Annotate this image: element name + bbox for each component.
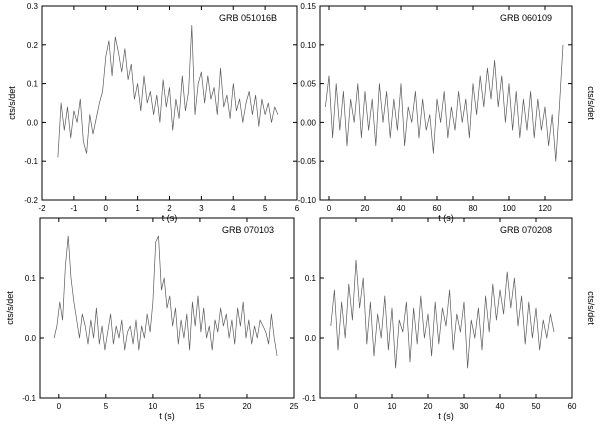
y-tick-label: -0.1 [22, 394, 36, 403]
chart-panel-2: 0 20 40 60 80 100 120 -0.10 -0.05 0.00 0.05 0.10 0.1… [298, 2, 596, 223]
light-curve-line [57, 25, 279, 158]
x-tick-label: 30 [460, 402, 469, 411]
x-tick-label: 80 [469, 204, 478, 213]
x-tick-label: 0 [57, 402, 62, 411]
y-tick-label: 0.0 [305, 334, 317, 343]
x-tick-label: 120 [538, 204, 552, 213]
x-tick-label: 10 [388, 402, 397, 411]
x-tick-label: -1 [70, 204, 78, 213]
y-axis-label: cts/s/det [586, 86, 596, 120]
y-tick-label: 0.0 [25, 334, 37, 343]
chart-panel-4: 0 10 20 30 40 50 60 -0.1 0.0 0.1 GRB 070208 t (s) ct… [302, 217, 596, 421]
y-tick-label: 0.05 [300, 80, 316, 89]
x-tick-label: 15 [195, 402, 204, 411]
x-tick-label: 60 [568, 402, 577, 411]
y-tick-label: -0.1 [302, 394, 316, 403]
light-curve-line [53, 235, 278, 357]
y-tick-label: -0.1 [24, 157, 38, 166]
y-tick-label: 0.10 [300, 41, 316, 50]
x-tick-label: -2 [38, 204, 46, 213]
panel-title: GRB 070208 [500, 225, 552, 235]
y-tick-label: 0.0 [27, 118, 39, 127]
y-tick-label: -0.10 [298, 196, 317, 205]
x-tick-label: 5 [263, 204, 268, 213]
panel-title: GRB 051016B [219, 13, 277, 23]
x-tick-label: 0 [104, 204, 109, 213]
x-tick-label: 10 [148, 402, 157, 411]
panel-title: GRB 060109 [500, 13, 552, 23]
x-tick-label: 2 [167, 204, 172, 213]
x-tick-label: 50 [532, 402, 541, 411]
light-curve-line [325, 44, 564, 162]
y-axis-label: cts/s/det [5, 291, 15, 325]
panel-title: GRB 070103 [222, 225, 274, 235]
light-curve-line [330, 259, 555, 369]
x-tick-label: 0 [327, 204, 332, 213]
x-tick-label: 40 [397, 204, 406, 213]
chart-panel-1: -2 -1 0 1 2 3 4 5 6 -0.2 -0.1 0.0 0.1 0.2 0.3 GRB 05101… [7, 2, 300, 223]
x-tick-label: 1 [135, 204, 140, 213]
x-tick-label: 20 [361, 204, 370, 213]
x-axis-label: t (s) [438, 411, 454, 421]
x-tick-label: 60 [433, 204, 442, 213]
y-tick-label: 0.3 [27, 2, 39, 11]
x-tick-label: 6 [295, 204, 300, 213]
y-axis-label: cts/s/det [586, 291, 596, 325]
chart-panel-3: 0 5 10 15 20 25 -0.1 0.0 0.1 GRB 070103 t (s) cts/s… [5, 217, 299, 421]
plot-frame [319, 5, 573, 201]
y-tick-label: 0.1 [27, 80, 39, 89]
plot-frame [319, 217, 573, 399]
x-tick-label: 25 [290, 402, 299, 411]
x-tick-label: 20 [424, 402, 433, 411]
x-tick-label: 20 [243, 402, 252, 411]
x-tick-label: 5 [104, 402, 109, 411]
x-tick-label: 3 [199, 204, 204, 213]
y-tick-label: 0.1 [25, 274, 37, 283]
x-axis-label: t (s) [159, 411, 175, 421]
x-tick-label: 40 [496, 402, 505, 411]
y-tick-label: 0.15 [300, 2, 316, 11]
x-tick-label: 0 [354, 402, 359, 411]
y-tick-label: 0.2 [27, 41, 39, 50]
x-tick-label: 100 [502, 204, 516, 213]
y-tick-label: -0.2 [24, 196, 38, 205]
y-axis-label: cts/s/det [7, 86, 17, 120]
x-tick-label: 4 [231, 204, 236, 213]
y-tick-label: 0.1 [305, 274, 317, 283]
plot-frame [39, 217, 295, 399]
y-tick-label: -0.05 [298, 157, 317, 166]
y-tick-label: 0.00 [300, 118, 316, 127]
